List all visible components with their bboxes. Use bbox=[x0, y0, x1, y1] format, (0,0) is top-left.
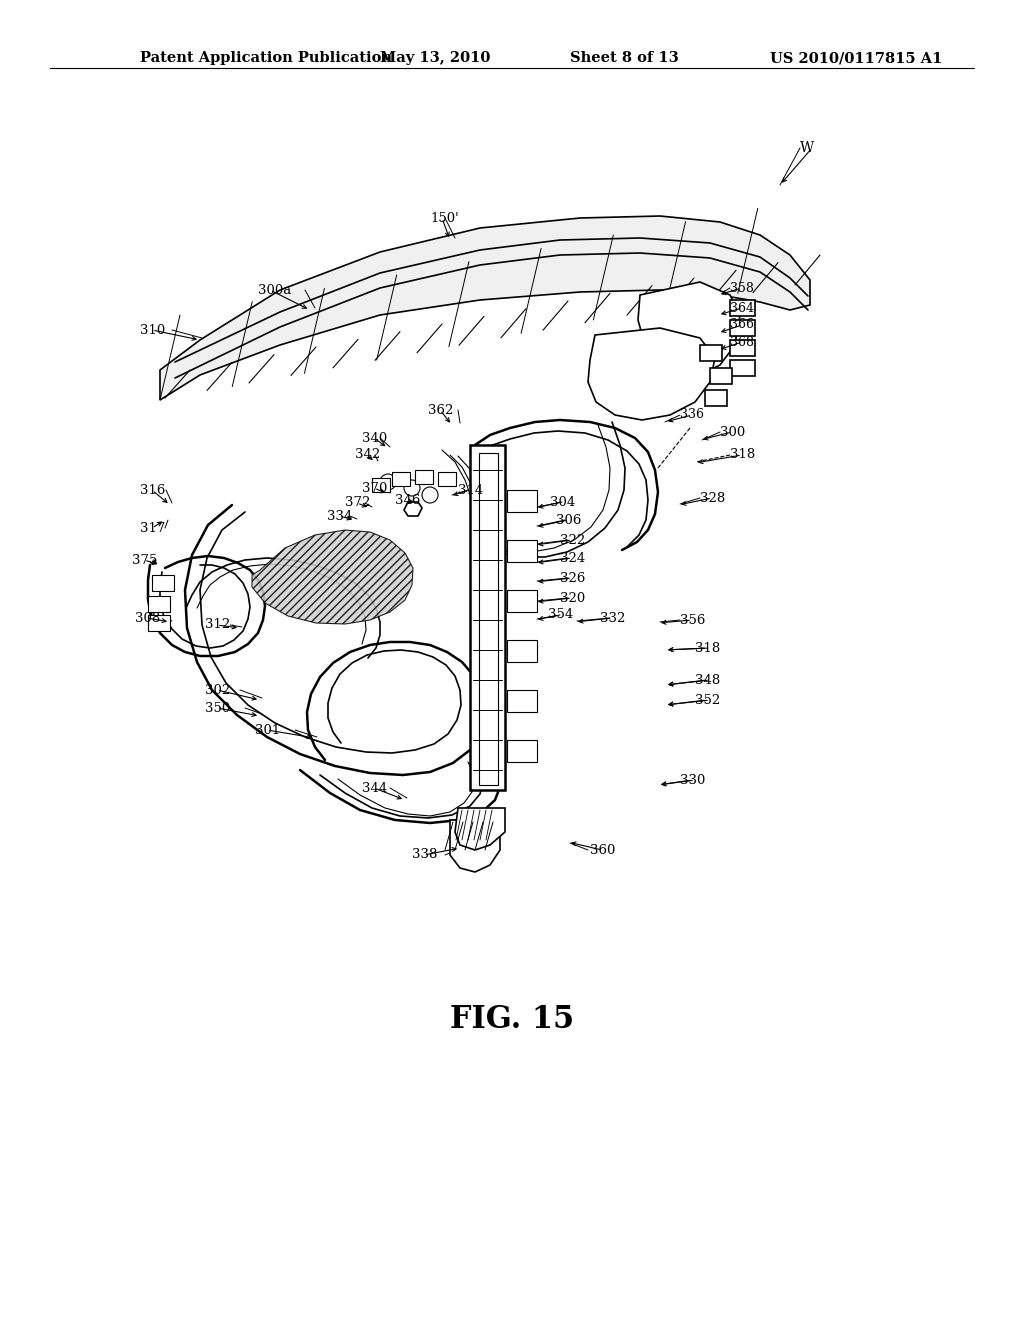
Text: 354: 354 bbox=[548, 609, 573, 622]
Text: 328: 328 bbox=[700, 491, 725, 504]
Text: Sheet 8 of 13: Sheet 8 of 13 bbox=[570, 51, 679, 65]
Polygon shape bbox=[372, 478, 390, 492]
Polygon shape bbox=[450, 820, 500, 873]
Text: 364: 364 bbox=[730, 301, 754, 314]
Polygon shape bbox=[730, 300, 755, 315]
Text: 330: 330 bbox=[680, 774, 706, 787]
Polygon shape bbox=[507, 490, 537, 512]
Text: 344: 344 bbox=[362, 781, 387, 795]
Polygon shape bbox=[730, 360, 755, 376]
Polygon shape bbox=[392, 473, 410, 486]
Text: Patent Application Publication: Patent Application Publication bbox=[140, 51, 392, 65]
Text: 304: 304 bbox=[550, 495, 575, 508]
Polygon shape bbox=[507, 640, 537, 663]
Polygon shape bbox=[438, 473, 456, 486]
Polygon shape bbox=[710, 368, 732, 384]
Text: 317: 317 bbox=[140, 521, 165, 535]
Text: 320: 320 bbox=[560, 591, 586, 605]
Text: 358: 358 bbox=[730, 281, 754, 294]
Text: 366: 366 bbox=[730, 318, 754, 331]
Text: May 13, 2010: May 13, 2010 bbox=[380, 51, 490, 65]
Text: W: W bbox=[800, 141, 814, 154]
Text: 348: 348 bbox=[695, 673, 720, 686]
Text: 318: 318 bbox=[695, 642, 720, 655]
Polygon shape bbox=[730, 341, 755, 356]
Text: 342: 342 bbox=[355, 449, 380, 462]
Text: 375: 375 bbox=[132, 553, 158, 566]
Polygon shape bbox=[705, 389, 727, 407]
Text: 316: 316 bbox=[140, 483, 165, 496]
Text: 312: 312 bbox=[205, 619, 230, 631]
Polygon shape bbox=[404, 502, 422, 516]
Polygon shape bbox=[507, 540, 537, 562]
Text: 372: 372 bbox=[345, 496, 371, 510]
Polygon shape bbox=[415, 470, 433, 484]
Text: 336: 336 bbox=[680, 408, 705, 421]
Text: 362: 362 bbox=[428, 404, 454, 417]
Polygon shape bbox=[455, 808, 505, 850]
Polygon shape bbox=[588, 327, 715, 420]
Text: FIG. 15: FIG. 15 bbox=[450, 1005, 574, 1035]
Polygon shape bbox=[638, 282, 740, 375]
Text: 340: 340 bbox=[362, 432, 387, 445]
Polygon shape bbox=[730, 319, 755, 337]
Text: 310: 310 bbox=[140, 323, 165, 337]
Text: 322: 322 bbox=[560, 533, 586, 546]
Text: 150': 150' bbox=[430, 211, 459, 224]
Polygon shape bbox=[507, 690, 537, 711]
Text: US 2010/0117815 A1: US 2010/0117815 A1 bbox=[770, 51, 942, 65]
Polygon shape bbox=[148, 597, 170, 612]
Polygon shape bbox=[160, 216, 810, 400]
Text: 306: 306 bbox=[556, 513, 582, 527]
Text: 302: 302 bbox=[205, 684, 230, 697]
Text: 338: 338 bbox=[412, 849, 437, 862]
Text: 334: 334 bbox=[327, 510, 352, 523]
Circle shape bbox=[422, 487, 438, 503]
Polygon shape bbox=[148, 615, 170, 631]
Text: 350: 350 bbox=[205, 701, 230, 714]
Text: 326: 326 bbox=[560, 572, 586, 585]
Text: 352: 352 bbox=[695, 693, 720, 706]
Text: 301: 301 bbox=[255, 723, 281, 737]
Polygon shape bbox=[507, 741, 537, 762]
Text: 368: 368 bbox=[730, 335, 754, 348]
Polygon shape bbox=[507, 590, 537, 612]
Circle shape bbox=[380, 474, 396, 490]
Text: 308: 308 bbox=[135, 611, 160, 624]
Text: 314: 314 bbox=[458, 483, 483, 496]
Circle shape bbox=[404, 480, 420, 496]
Text: 300a: 300a bbox=[258, 284, 291, 297]
Polygon shape bbox=[252, 531, 413, 624]
Text: 370: 370 bbox=[362, 482, 387, 495]
Polygon shape bbox=[470, 445, 505, 789]
Text: 346: 346 bbox=[395, 494, 421, 507]
Polygon shape bbox=[700, 345, 722, 360]
Polygon shape bbox=[152, 576, 174, 591]
Text: 318: 318 bbox=[730, 449, 756, 462]
Text: 300: 300 bbox=[720, 425, 745, 438]
Text: 360: 360 bbox=[590, 843, 615, 857]
Text: 324: 324 bbox=[560, 552, 586, 565]
Text: 356: 356 bbox=[680, 614, 706, 627]
Text: 332: 332 bbox=[600, 611, 626, 624]
